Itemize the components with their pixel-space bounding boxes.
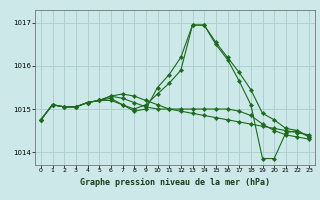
X-axis label: Graphe pression niveau de la mer (hPa): Graphe pression niveau de la mer (hPa) [80,178,270,187]
